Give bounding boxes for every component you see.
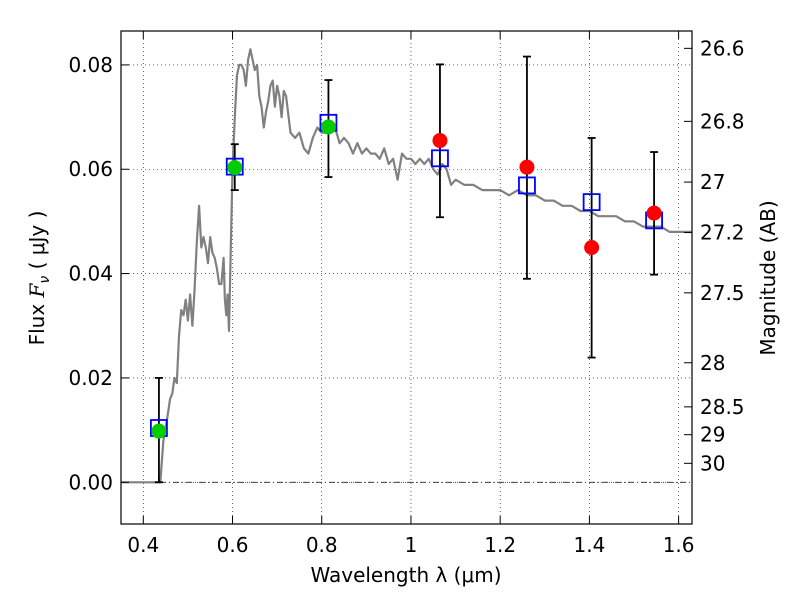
sed-model-layer bbox=[121, 48, 692, 484]
grid bbox=[121, 31, 692, 524]
x-tick-label: 1.4 bbox=[573, 533, 605, 557]
detection-point bbox=[151, 423, 167, 439]
right-tick-label: 29 bbox=[700, 423, 725, 447]
observed-photometry-points bbox=[151, 119, 662, 439]
right-tick-label: 28 bbox=[700, 351, 725, 375]
detection-point bbox=[320, 119, 336, 135]
right-tick-label: 30 bbox=[700, 451, 725, 475]
y-axis-ticks: 0.00 0.02 0.04 0.06 0.08 bbox=[68, 53, 129, 494]
y-axis-label-text: Flux bbox=[25, 297, 49, 345]
y-axis-label-unit: ( μJy ) bbox=[25, 211, 49, 276]
y-tick-label: 0.06 bbox=[68, 157, 113, 181]
x-axis-label: Wavelength λ (μm) bbox=[310, 563, 501, 587]
x-tick-label: 0.6 bbox=[217, 533, 249, 557]
x-tick-label: 1 bbox=[405, 533, 418, 557]
right-axis-label: Magnitude (AB) bbox=[756, 200, 780, 355]
y-axis-label-subscript: ν bbox=[37, 276, 53, 284]
right-tick-label: 26.8 bbox=[700, 109, 745, 133]
right-tick-label: 27.2 bbox=[700, 221, 745, 245]
model-photometry-square bbox=[431, 149, 449, 168]
y-tick-label: 0.00 bbox=[68, 470, 113, 494]
x-tick-label: 0.4 bbox=[127, 533, 159, 557]
sed-model-line bbox=[121, 48, 692, 484]
right-tick-label: 28.5 bbox=[700, 395, 745, 419]
plot-frame bbox=[120, 30, 693, 525]
observed-point bbox=[646, 205, 662, 221]
x-axis-ticks: 0.4 0.6 0.8 1 1.2 1.4 1.6 bbox=[127, 31, 695, 557]
model-photometry-squares bbox=[150, 113, 663, 437]
detection-point bbox=[227, 160, 243, 176]
right-tick-label: 26.6 bbox=[700, 36, 745, 60]
y-tick-label: 0.02 bbox=[68, 366, 113, 390]
y-axis-label: Flux Fν ( μJy ) bbox=[25, 211, 53, 346]
observed-point bbox=[584, 240, 600, 256]
right-tick-label: 27.5 bbox=[700, 281, 745, 305]
y-axis-label-symbol: F bbox=[25, 282, 49, 298]
x-tick-label: 1.6 bbox=[663, 533, 695, 557]
observed-point bbox=[519, 159, 535, 175]
y-tick-label: 0.08 bbox=[68, 53, 113, 77]
model-photometry-square bbox=[582, 193, 601, 212]
observed-point bbox=[432, 133, 448, 149]
x-tick-label: 0.8 bbox=[306, 533, 338, 557]
x-tick-label: 1.2 bbox=[484, 533, 516, 557]
right-axis-ticks: 26.6 26.8 27 27.2 27.5 28 28.5 29 30 bbox=[684, 36, 745, 475]
model-photometry-square bbox=[518, 176, 536, 195]
right-tick-label: 27 bbox=[700, 170, 725, 194]
y-tick-label: 0.04 bbox=[68, 262, 113, 286]
